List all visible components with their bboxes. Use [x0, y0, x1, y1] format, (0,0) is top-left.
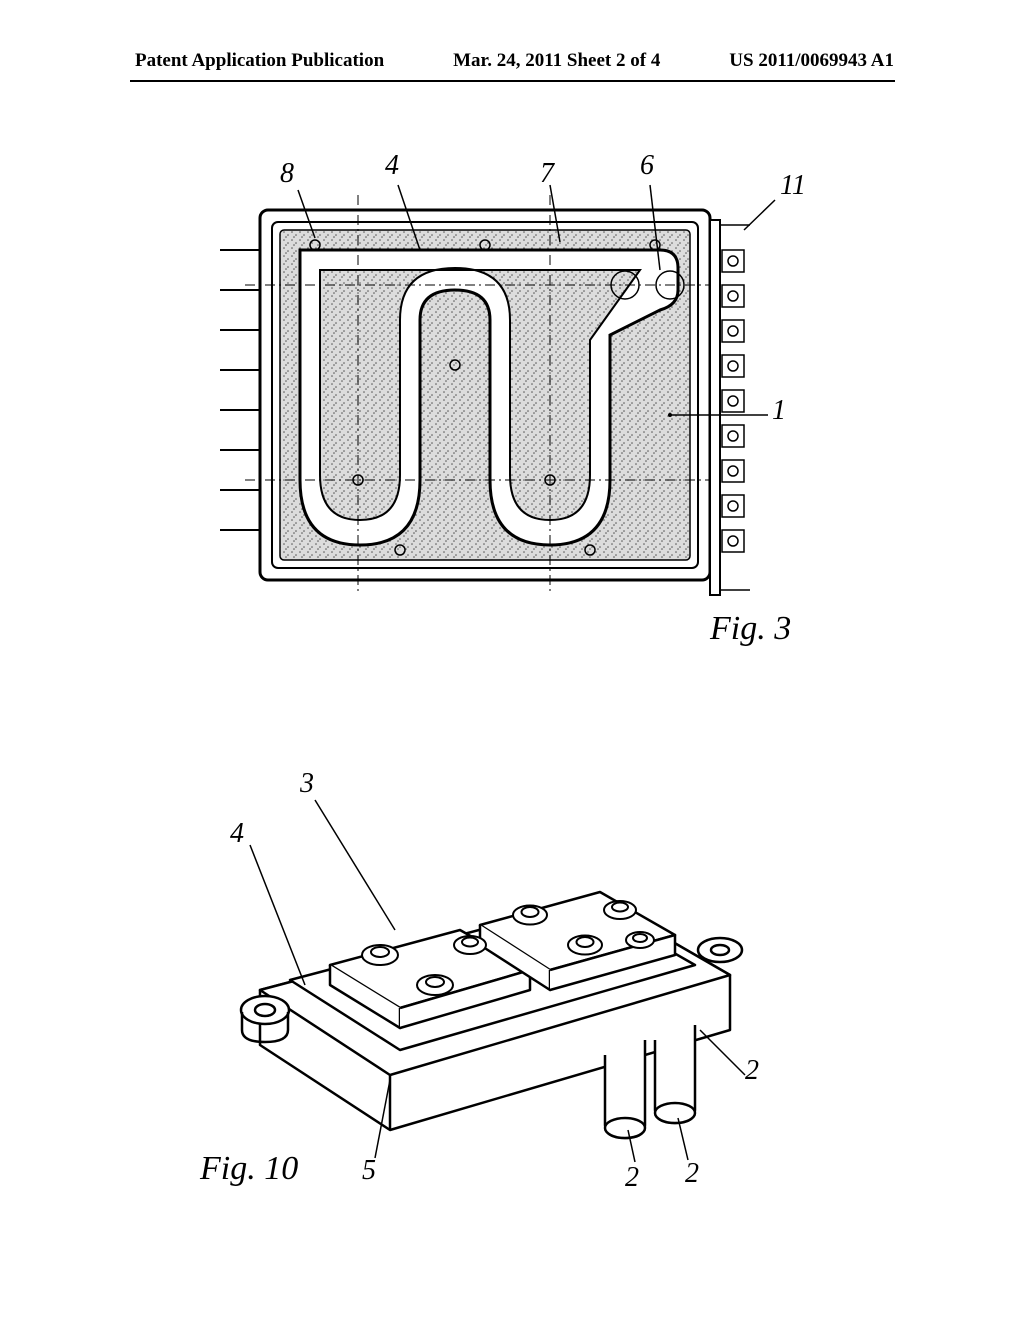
header-center: Mar. 24, 2011 Sheet 2 of 4	[453, 50, 660, 72]
fig10-label: Fig. 10	[200, 1150, 298, 1188]
fig10-drawing	[130, 730, 895, 1210]
figure-10: 3 4 5 2 2 2 Fig. 10	[130, 730, 895, 1210]
callout-6: 6	[640, 150, 654, 182]
callout-5: 5	[362, 1155, 376, 1187]
fig3-label: Fig. 3	[710, 610, 791, 648]
figure-3: 8 4 7 6 11 1 Fig. 3	[130, 150, 895, 670]
callout-2a: 2	[625, 1162, 639, 1194]
header-right: US 2011/0069943 A1	[729, 50, 894, 72]
callout-4: 4	[385, 150, 399, 182]
callout-2b: 2	[685, 1158, 699, 1190]
callout-2c: 2	[745, 1055, 759, 1087]
callout-11: 11	[780, 170, 806, 202]
header-left: Patent Application Publication	[135, 50, 384, 72]
callout-3: 3	[300, 768, 314, 800]
header-rule	[130, 80, 895, 82]
callout-7: 7	[540, 158, 554, 190]
callout-4b: 4	[230, 818, 244, 850]
callout-1: 1	[772, 395, 786, 427]
callout-8: 8	[280, 158, 294, 190]
page-header: Patent Application Publication Mar. 24, …	[0, 50, 1024, 72]
